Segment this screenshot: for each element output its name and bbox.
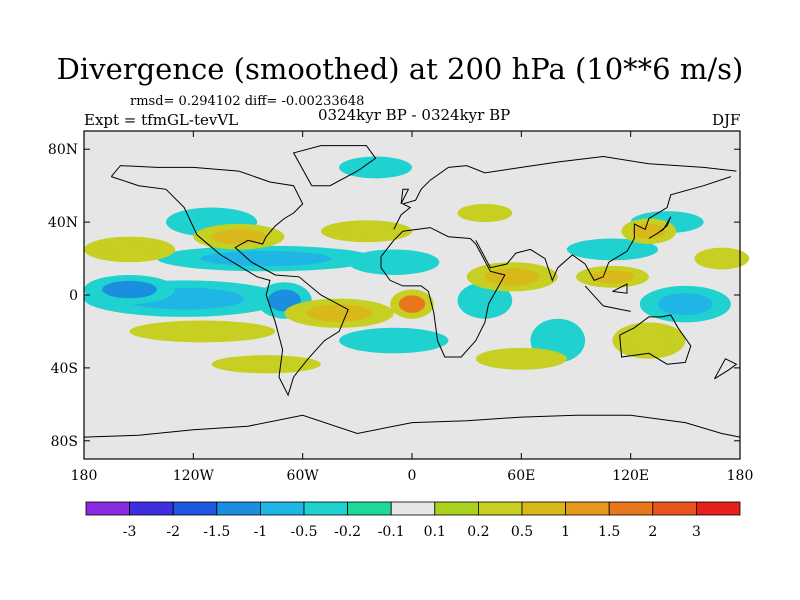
coastline-segment — [400, 188, 410, 205]
colorbar-box — [172, 501, 218, 516]
coastline-segment — [714, 358, 738, 380]
colorbar-box — [521, 501, 566, 516]
colorbar-box — [565, 501, 610, 516]
divergence-core — [366, 254, 422, 270]
divergence-core — [200, 250, 332, 267]
divergence-core — [360, 332, 427, 349]
coastline-segment — [83, 414, 741, 438]
y-tick-label: 0 — [69, 288, 78, 304]
coastline-segment — [612, 283, 628, 294]
colorbar-box — [390, 501, 436, 516]
divergence-core — [339, 224, 394, 238]
coastline-segment — [584, 285, 631, 312]
colorbar-label: 1 — [561, 524, 570, 540]
divergence-region — [475, 347, 567, 370]
colorbar-box — [85, 501, 130, 516]
chart-title: Divergence (smoothed) at 200 hPa (10**6 … — [56, 52, 744, 86]
colorbar-box — [259, 501, 305, 516]
colorbar-label: -3 — [123, 524, 137, 540]
colorbar-box — [477, 501, 523, 516]
divergence-core — [102, 241, 157, 258]
divergence-core — [306, 304, 372, 322]
divergence-core — [211, 229, 267, 245]
coastline-segment — [393, 155, 737, 230]
y-tick-label: 40N — [48, 215, 78, 231]
period-label: 0324kyr BP - 0324kyr BP — [318, 106, 511, 124]
experiment-label: Expt = tfmGL-tevVL — [84, 111, 239, 129]
coastline-segment — [475, 176, 732, 282]
divergence-core — [541, 327, 575, 354]
map-layer — [84, 131, 750, 459]
colorbar-box — [347, 501, 392, 516]
divergence-region — [339, 156, 412, 179]
colorbar-box — [129, 501, 174, 516]
coastline-segment — [110, 165, 349, 397]
divergence-region — [211, 355, 321, 374]
divergence-core — [585, 242, 640, 257]
colorbar-label: -0.1 — [378, 524, 405, 540]
y-tick-label: 40S — [51, 361, 78, 377]
colorbar-box — [696, 501, 741, 516]
colorbar-label: 2 — [648, 524, 657, 540]
colorbar-label: 0.1 — [424, 524, 446, 540]
divergence-core — [468, 289, 502, 312]
x-tick-label: 120E — [612, 468, 649, 484]
coastline-segment — [380, 227, 506, 358]
coastline-segment — [292, 145, 377, 187]
colorbar-box — [303, 501, 348, 516]
divergence-region — [457, 203, 513, 223]
divergence-core — [102, 280, 157, 299]
colorbar-box — [608, 501, 654, 516]
coastline-segment — [648, 216, 672, 239]
axis-ticks: 180 120W 60W 0 60E 120E 180 80N 40N 0 40S 80S — [48, 131, 753, 484]
stats-text: rmsd= 0.294102 diff= -0.00233648 — [130, 94, 365, 109]
colorbar-label: 3 — [692, 524, 701, 540]
y-tick-label: 80N — [48, 142, 78, 158]
colorbar-label: -0.5 — [291, 524, 318, 540]
colorbar: -3 -2 -1.5 -1 -0.5 -0.2 -0.1 0.1 0.2 0.5 1 1.5 2 3 — [85, 501, 741, 540]
divergence-core — [658, 293, 713, 316]
divergence-core — [398, 295, 426, 313]
colorbar-box — [434, 501, 479, 516]
coastlines — [83, 145, 741, 438]
divergence-core — [484, 268, 540, 286]
colorbar-label: 0.2 — [467, 524, 489, 540]
x-tick-label: 0 — [408, 468, 417, 484]
divergence-region — [694, 247, 750, 270]
colorbar-label: -2 — [166, 524, 180, 540]
divergence-region — [129, 320, 276, 343]
season-label: DJF — [712, 111, 741, 129]
divergence-core — [627, 329, 671, 352]
colorbar-box — [652, 501, 697, 516]
colorbar-box — [216, 501, 261, 516]
x-tick-label: 120W — [173, 468, 215, 484]
y-tick-label: 80S — [51, 434, 78, 450]
x-tick-label: 180 — [727, 468, 754, 484]
colorbar-label: -0.2 — [334, 524, 361, 540]
x-tick-label: 60W — [287, 468, 320, 484]
colorbar-label: -1 — [254, 524, 268, 540]
colorbar-label: -1.5 — [203, 524, 230, 540]
x-tick-label: 60E — [507, 468, 535, 484]
x-tick-label: 180 — [71, 468, 98, 484]
colorbar-label: 1.5 — [598, 524, 620, 540]
divergence-core — [590, 270, 635, 284]
coastline-segment — [619, 314, 692, 365]
colorbar-label: 0.5 — [511, 524, 533, 540]
